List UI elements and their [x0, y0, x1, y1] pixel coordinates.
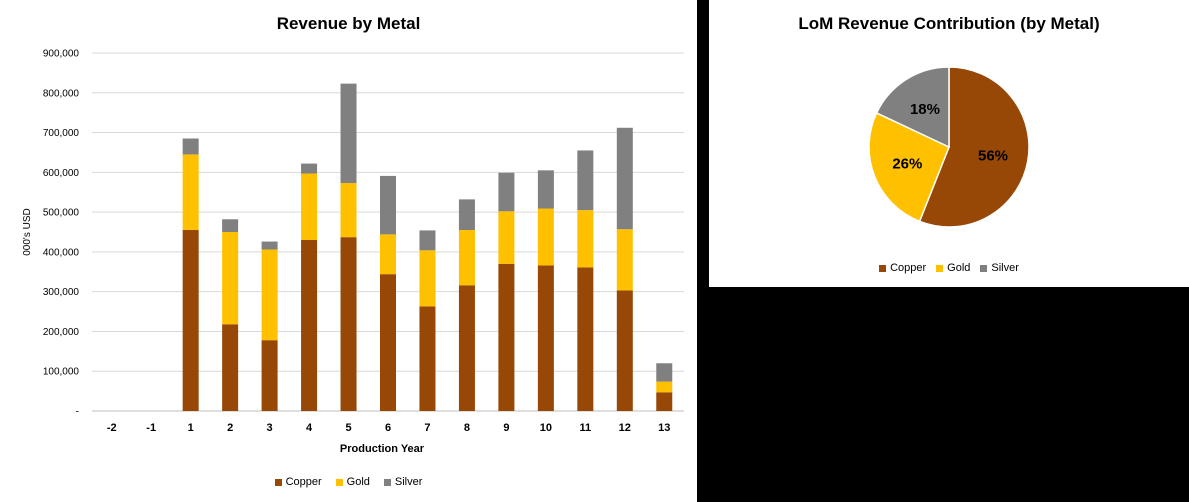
bar-gold-year-10: [537, 208, 554, 266]
legend-label-copper: Copper: [285, 476, 322, 488]
pie-legend-item-copper: Copper: [879, 262, 926, 274]
bar-copper-year-10: [537, 265, 554, 411]
pie-label-silver: 18%: [910, 101, 940, 118]
bar-silver-year-5: [340, 83, 357, 184]
bar-silver-year-6: [380, 175, 396, 235]
pie-legend-swatch-silver: [980, 264, 988, 272]
bar-copper-year-4: [301, 239, 318, 411]
bar-gold-year-9: [498, 211, 515, 264]
bar-copper-year-8: [458, 285, 475, 411]
x-tick-label: 1: [188, 422, 194, 434]
x-tick-label: 13: [658, 422, 670, 434]
y-axis-label: 000's USD: [22, 208, 33, 256]
legend-item-gold: Gold: [335, 476, 370, 488]
bar-gold-year-13: [656, 381, 673, 393]
pie-chart-legend: Copper Gold Silver: [709, 262, 1189, 274]
bar-copper-year-7: [419, 306, 436, 411]
bar-copper-year-12: [616, 290, 633, 411]
bar-gold-year-12: [616, 229, 633, 291]
bar-copper-year-5: [340, 237, 357, 411]
bar-chart-legend: Copper Gold Silver: [0, 476, 697, 488]
bar-gold-year-1: [182, 154, 199, 231]
bar-silver-year-13: [656, 363, 673, 382]
pie-chart-plot: 56% 26% 18%: [868, 66, 1030, 228]
bar-copper-year-11: [577, 267, 594, 411]
x-tick-label: 7: [424, 422, 430, 434]
x-tick-label: 5: [345, 422, 351, 434]
bar-copper-year-2: [222, 324, 239, 411]
pie-label-gold: 26%: [892, 155, 922, 172]
x-tick-label: -2: [107, 422, 117, 434]
bar-silver-year-12: [616, 127, 633, 230]
bar-gold-year-2: [222, 232, 239, 325]
pie-legend-item-gold: Gold: [936, 262, 970, 274]
bar-gold-year-11: [577, 210, 594, 268]
bar-copper-year-3: [261, 340, 278, 411]
pie-legend-label-silver: Silver: [991, 262, 1019, 274]
x-tick-label: 10: [540, 422, 552, 434]
legend-label-silver: Silver: [394, 476, 423, 488]
pie-legend-label-copper: Copper: [890, 262, 927, 274]
legend-item-silver: Silver: [383, 476, 423, 488]
x-tick-label: 4: [306, 422, 313, 434]
legend-swatch-silver: [383, 478, 391, 486]
pie-slice-silver: [875, 66, 950, 149]
bar-silver-year-4: [301, 163, 318, 174]
pie-legend-swatch-gold: [936, 264, 944, 272]
legend-item-copper: Copper: [274, 476, 322, 488]
y-tick-label: 700,000: [43, 128, 80, 139]
bar-silver-year-10: [537, 170, 554, 209]
bar-silver-year-3: [261, 241, 278, 250]
bar-silver-year-8: [458, 199, 475, 231]
pie-legend-item-silver: Silver: [980, 262, 1019, 274]
bar-gold-year-6: [380, 234, 396, 275]
pie-chart-title: LoM Revenue Contribution (by Metal): [798, 14, 1100, 33]
y-tick-label: 500,000: [43, 208, 80, 219]
y-tick-label: 600,000: [43, 168, 80, 179]
bar-silver-year-2: [222, 219, 239, 232]
bar-copper-year-6: [380, 274, 396, 411]
y-tick-label: 300,000: [43, 287, 80, 298]
x-tick-label: 11: [580, 422, 592, 434]
x-tick-label: 2: [227, 422, 233, 434]
legend-swatch-copper: [274, 478, 282, 486]
y-tick-label: 100,000: [43, 367, 80, 378]
x-axis-label: Production Year: [340, 443, 425, 455]
y-tick-label: 900,000: [43, 49, 80, 60]
x-tick-label: 6: [385, 422, 391, 434]
bar-chart-title: Revenue by Metal: [276, 14, 421, 33]
pie-slice-gold: [868, 111, 950, 223]
x-tick-label: 3: [267, 422, 273, 434]
legend-swatch-gold: [335, 478, 343, 486]
bar-chart-plot: - 100,000 200,000 300,000 400,000 500,000 600,…: [22, 49, 684, 455]
bar-silver-year-11: [577, 150, 594, 211]
bar-copper-year-1: [182, 230, 199, 411]
x-tick-label: 12: [619, 422, 631, 434]
x-tick-label: 8: [464, 422, 470, 434]
y-tick-label: -: [76, 407, 79, 418]
pie-legend-swatch-copper: [879, 264, 887, 272]
bar-gold-year-7: [419, 250, 436, 307]
x-tick-label: -1: [146, 422, 156, 434]
bar-gold-year-4: [301, 173, 318, 240]
pie-label-copper: 56%: [978, 147, 1008, 164]
bar-silver-year-7: [419, 230, 436, 251]
bar-gold-year-5: [340, 183, 357, 238]
legend-label-gold: Gold: [346, 476, 370, 488]
bar-chart-panel: Revenue by Metal - 100,000 200,000 300,000 4…: [0, 0, 697, 502]
bar-silver-year-9: [498, 172, 515, 212]
bar-gold-year-3: [261, 249, 278, 341]
bar-copper-year-13: [656, 392, 673, 411]
bar-copper-year-9: [498, 263, 515, 411]
pie-slice-copper: [918, 66, 1030, 228]
x-tick-label: 9: [503, 422, 509, 434]
bar-gold-year-8: [458, 230, 475, 286]
y-tick-label: 800,000: [43, 88, 80, 99]
pie-legend-label-gold: Gold: [947, 262, 971, 274]
bar-silver-year-1: [182, 138, 199, 155]
pie-chart-panel: LoM Revenue Contribution (by Metal) 56% 2…: [709, 0, 1189, 287]
y-tick-label: 200,000: [43, 327, 80, 338]
y-tick-label: 400,000: [43, 247, 80, 258]
